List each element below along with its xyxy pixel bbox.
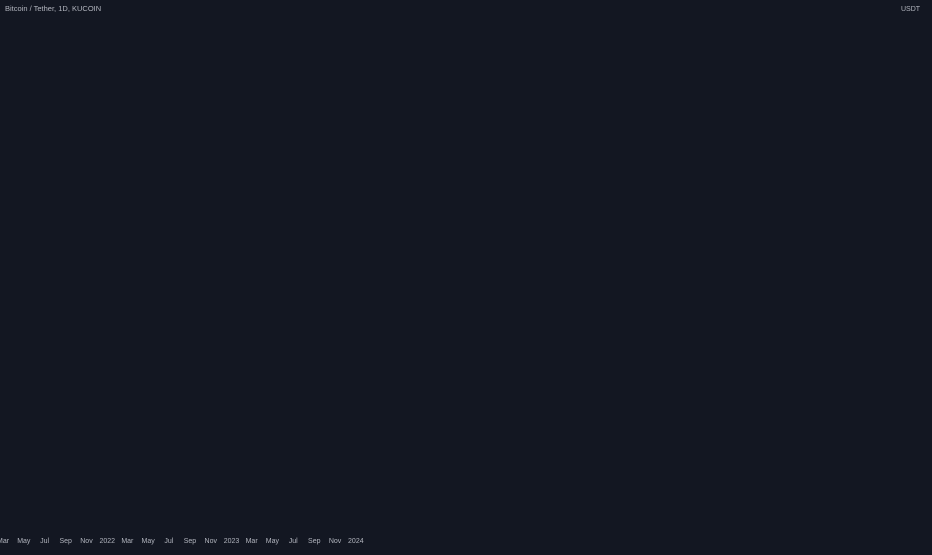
x-tick-label: Sep — [59, 538, 72, 545]
symbol-title: Bitcoin / Tether, 1D, KUCOIN — [5, 4, 102, 13]
x-tick-label: Jul — [40, 538, 49, 545]
x-tick-label: 2024 — [348, 538, 364, 545]
x-tick-label: May — [266, 538, 280, 545]
x-tick-label: Nov — [80, 538, 93, 545]
x-tick-label: Sep — [308, 538, 321, 545]
y-axis-unit-label: USDT — [901, 6, 921, 13]
x-tick-label: May — [17, 538, 31, 545]
x-tick-label: 2022 — [99, 538, 115, 545]
x-tick-label: Jul — [164, 538, 173, 545]
x-tick-label: Nov — [329, 538, 342, 545]
x-tick-label: Sep — [184, 538, 197, 545]
x-tick-label: Jul — [289, 538, 298, 545]
x-tick-label: May — [142, 538, 156, 545]
x-tick-label: Nov — [205, 538, 218, 545]
x-tick-label: Mar — [0, 538, 10, 545]
x-tick-label: Mar — [121, 538, 134, 545]
x-tick-label: Mar — [246, 538, 259, 545]
x-tick-label: 2023 — [224, 538, 240, 545]
